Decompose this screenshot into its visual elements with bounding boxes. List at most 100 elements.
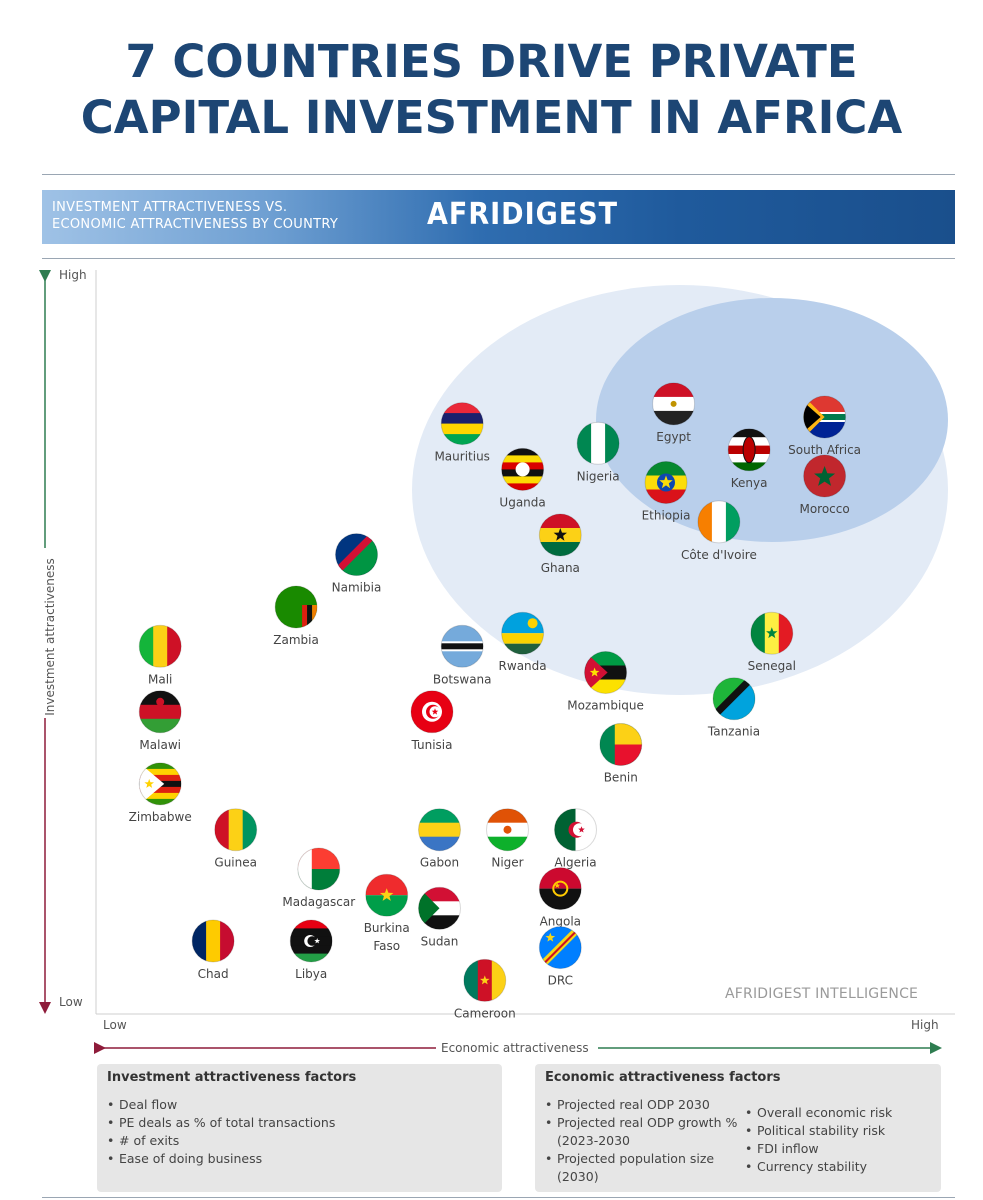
x-high-label: High [911,1018,939,1032]
bottom-rule [42,1197,955,1198]
point-label: Zambia [273,633,319,647]
data-point-flag [289,919,333,963]
economic-factors-title: Economic attractiveness factors [545,1070,781,1085]
data-point-flag [727,428,771,472]
point-label: Angola [540,915,581,929]
point-label: Gabon [420,856,459,870]
economic-factors-box: Economic attractiveness factors Projecte… [535,1064,941,1192]
title-line-2: CAPITAL INVESTMENT IN AFRICA [80,91,903,144]
list-item: PE deals as % of total transactions [105,1114,335,1132]
title-line-1: 7 COUNTRIES DRIVE PRIVATE [125,35,858,88]
investment-factors-title: Investment attractiveness factors [107,1070,357,1085]
list-item: Political stability risk [743,1122,892,1140]
investment-factors-list: Deal flow PE deals as % of total transac… [105,1096,335,1168]
list-item: Projected real ODP 2030 [543,1096,738,1114]
y-axis-title: Investment attractiveness [43,558,57,716]
investment-factors-box: Investment attractiveness factors Deal f… [97,1064,502,1192]
point-label: Ghana [541,561,580,575]
page-title: 7 COUNTRIES DRIVE PRIVATE CAPITAL INVEST… [0,34,983,146]
top7-highlight [596,298,948,542]
point-label: Kenya [731,476,768,490]
data-point-flag [440,402,484,446]
watermark: AFRIDIGEST INTELLIGENCE [725,986,919,1002]
point-label: Ethiopia [642,509,691,523]
data-point-flag [501,447,545,491]
point-label: Senegal [748,659,796,673]
point-label: Libya [295,967,327,981]
data-point-flag [410,690,454,734]
list-item: # of exits [105,1132,335,1150]
brand-logo: AFRIDIGEST [427,197,619,232]
economic-factors-list-2: Overall economic risk Political stabilit… [743,1104,892,1176]
point-label: Mauritius [434,450,489,464]
data-point-flag [652,382,696,426]
data-point-flag [538,867,582,911]
top-rule [42,174,955,175]
point-label: Mozambique [567,699,644,713]
y-high-label: High [59,268,87,282]
point-label: Zimbabwe [129,810,192,824]
point-label: Malawi [139,738,181,752]
data-point-flag [538,513,582,557]
x-low-label: Low [103,1018,127,1032]
data-point-flag [750,611,794,655]
data-point-flag [599,723,643,766]
point-label: Tunisia [411,738,453,752]
data-point-flag [712,677,756,721]
data-point-flag [554,808,597,852]
data-point-flag [365,873,409,917]
point-label: Niger [491,856,523,870]
scatter-chart: Egypt South Africa Nigeria Kenya Morocco Ethi… [39,270,955,1054]
point-label: Sudan [421,934,459,948]
data-point-flag [576,421,620,465]
data-point-flag [214,808,258,852]
economic-factors-list-1: Projected real ODP 2030 Projected real O… [543,1096,738,1186]
list-item: Projected population size (2030) [543,1150,738,1186]
data-point-flag [138,762,182,806]
list-item: FDI inflow [743,1140,892,1158]
data-point-flag [803,454,847,498]
point-label: South Africa [788,443,861,457]
data-point-flag [138,624,182,668]
banner: INVESTMENT ATTRACTIVENESS VS. ECONOMIC A… [42,190,955,244]
data-point-flag [463,958,507,1002]
point-label: Mali [148,672,172,686]
point-label: Benin [604,771,638,785]
y-low-label: Low [59,995,83,1009]
data-point-flag [138,690,182,734]
banner-subtitle-line-1: INVESTMENT ATTRACTIVENESS VS. [52,200,288,215]
data-point-flag [803,395,847,439]
data-point-flag [486,808,529,852]
point-label: Chad [198,967,229,981]
data-point-flag [697,500,741,544]
point-label: Guinea [214,856,257,870]
point-label: Tanzania [707,725,760,739]
point-label: Morocco [799,502,849,516]
list-item: Projected real ODP growth % (2023-2030 [543,1114,738,1150]
point-label: Egypt [656,430,691,444]
data-point-flag [335,533,378,577]
point-label: Rwanda [499,659,547,673]
banner-bottom-rule [42,258,955,259]
data-point-flag [644,461,688,504]
list-item: Currency stability [743,1158,892,1176]
point-label: Namibia [332,581,382,595]
point-label: Botswana [433,672,492,686]
data-points: Egypt South Africa Nigeria Kenya Morocco Ethi… [129,382,861,1020]
list-item: Overall economic risk [743,1104,892,1122]
data-point-flag [297,847,341,891]
point-label: Burkina [364,921,410,935]
data-point-flag [440,624,484,668]
data-point-flag [191,919,235,963]
point-label: Algeria [554,856,596,870]
data-point-flag [584,651,628,694]
point-label: Nigeria [577,469,620,483]
data-point-flag [501,611,545,655]
list-item: Ease of doing business [105,1150,335,1168]
data-point-flag [418,808,461,852]
list-item: Deal flow [105,1096,335,1114]
point-label: Côte d'Ivoire [681,548,757,562]
x-axis-title: Economic attractiveness [441,1041,589,1055]
data-point-flag [274,585,318,629]
point-label: Cameroon [454,1006,516,1020]
